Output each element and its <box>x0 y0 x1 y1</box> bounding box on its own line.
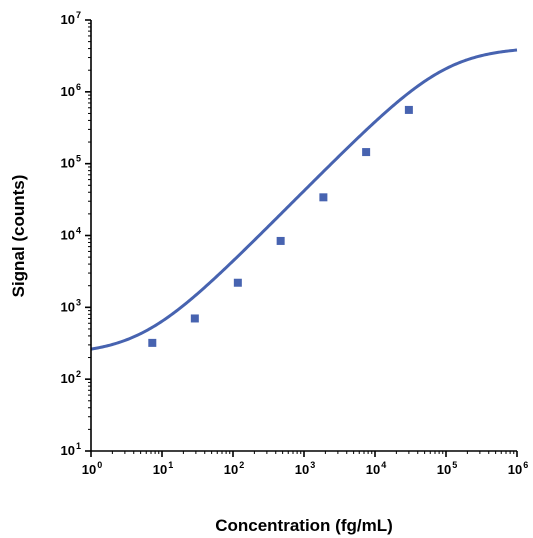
y-tick-base: 10 <box>61 12 75 27</box>
data-point-6 <box>404 105 413 114</box>
x-tick-exponent: 5 <box>452 460 457 470</box>
y-tick-base: 10 <box>61 228 75 243</box>
x-tick-exponent: 4 <box>381 460 386 470</box>
data-points <box>148 105 413 347</box>
y-tick-label-4: 105 <box>61 154 81 171</box>
y-tick-exponent: 5 <box>76 154 81 164</box>
x-tick-label-5: 105 <box>437 460 457 477</box>
x-axis-label: Concentration (fg/mL) <box>215 516 393 535</box>
y-axis-label: Signal (counts) <box>9 175 28 298</box>
y-tick-base: 10 <box>61 443 75 458</box>
y-tick-label-5: 106 <box>61 82 81 99</box>
x-tick-base: 10 <box>295 462 309 477</box>
x-tick-base: 10 <box>224 462 238 477</box>
x-tick-label-2: 102 <box>224 460 244 477</box>
y-tick-base: 10 <box>61 84 75 99</box>
x-tick-base: 10 <box>508 462 522 477</box>
x-tick-label-3: 103 <box>295 460 315 477</box>
y-tick-exponent: 7 <box>76 10 81 20</box>
y-tick-exponent: 2 <box>76 369 81 379</box>
x-tick-exponent: 2 <box>239 460 244 470</box>
x-tick-base: 10 <box>82 462 96 477</box>
x-tick-base: 10 <box>437 462 451 477</box>
data-point-3 <box>276 236 285 245</box>
minor-ticks <box>88 22 515 454</box>
x-tick-label-6: 106 <box>508 460 528 477</box>
data-point-1 <box>190 314 199 323</box>
y-tick-label-1: 102 <box>61 369 81 386</box>
fit-curve <box>90 48 518 351</box>
data-point-5 <box>362 148 371 157</box>
x-tick-label-1: 101 <box>153 460 173 477</box>
x-tick-exponent: 3 <box>310 460 315 470</box>
y-tick-base: 10 <box>61 156 75 171</box>
plot-area: 100 101 102 103 104 105 106 101102103104105106… <box>61 10 529 477</box>
x-tick-label-4: 104 <box>366 460 386 477</box>
y-tick-base: 10 <box>61 299 75 314</box>
data-point-2 <box>233 278 242 287</box>
y-tick-exponent: 3 <box>76 297 81 307</box>
data-point-0 <box>148 338 157 347</box>
y-tick-exponent: 6 <box>76 82 81 92</box>
x-tick-label-0: 100 <box>82 460 102 477</box>
y-tick-label-0: 101 <box>61 441 81 458</box>
y-tick-label-6: 107 <box>61 10 81 27</box>
fit-curve-group <box>90 48 518 351</box>
y-tick-exponent: 4 <box>76 226 81 236</box>
data-point-4 <box>319 193 328 202</box>
x-tick-base: 10 <box>366 462 380 477</box>
x-tick-exponent: 1 <box>168 460 173 470</box>
x-tick-exponent: 6 <box>523 460 528 470</box>
y-tick-base: 10 <box>61 371 75 386</box>
y-tick-label-3: 104 <box>61 226 81 243</box>
x-tick-base: 10 <box>153 462 167 477</box>
y-tick-label-2: 103 <box>61 297 81 314</box>
x-tick-exponent: 0 <box>97 460 102 470</box>
x-axis-ticks: 100 101 102 103 104 105 106 <box>82 451 528 477</box>
y-tick-exponent: 1 <box>76 441 81 451</box>
